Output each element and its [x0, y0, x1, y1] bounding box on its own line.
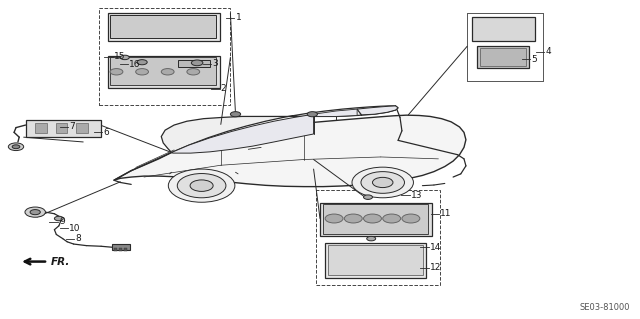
Polygon shape	[161, 106, 398, 152]
Circle shape	[161, 69, 174, 75]
Text: 9: 9	[59, 217, 65, 226]
Text: 6: 6	[104, 128, 109, 137]
Text: 7: 7	[69, 122, 75, 131]
Text: 16: 16	[129, 60, 141, 69]
Circle shape	[364, 214, 381, 223]
Text: 14: 14	[430, 243, 442, 252]
Text: 8: 8	[76, 234, 81, 243]
Bar	[110, 57, 216, 85]
Circle shape	[8, 143, 24, 151]
Polygon shape	[314, 109, 357, 116]
Text: SE03-81000: SE03-81000	[580, 303, 630, 312]
Text: 1: 1	[236, 13, 241, 22]
Circle shape	[230, 112, 241, 117]
Text: 4: 4	[545, 47, 551, 56]
Circle shape	[137, 60, 147, 65]
Bar	[114, 248, 117, 251]
Polygon shape	[172, 114, 314, 153]
Circle shape	[307, 112, 317, 117]
Circle shape	[120, 55, 129, 60]
Bar	[119, 248, 122, 251]
Circle shape	[177, 174, 226, 198]
Circle shape	[372, 177, 393, 188]
Bar	[328, 245, 423, 275]
Circle shape	[168, 169, 235, 202]
Bar	[108, 13, 220, 41]
Text: 15: 15	[114, 52, 125, 61]
Polygon shape	[114, 115, 466, 187]
Circle shape	[136, 69, 148, 75]
Circle shape	[361, 172, 404, 193]
Bar	[110, 15, 216, 38]
Text: 10: 10	[69, 224, 81, 233]
Bar	[178, 60, 210, 67]
Text: 13: 13	[411, 191, 422, 200]
Circle shape	[187, 69, 200, 75]
Text: 3: 3	[212, 59, 218, 68]
Circle shape	[191, 60, 203, 66]
Bar	[56, 123, 67, 133]
Text: FR.: FR.	[51, 256, 70, 267]
Circle shape	[25, 207, 45, 217]
Polygon shape	[357, 106, 398, 115]
Circle shape	[383, 214, 401, 223]
Circle shape	[352, 167, 413, 198]
Bar	[35, 123, 47, 133]
Bar	[477, 46, 529, 68]
Circle shape	[54, 216, 63, 221]
Bar	[112, 244, 130, 250]
Bar	[316, 190, 440, 285]
Bar	[325, 243, 426, 278]
Circle shape	[325, 214, 343, 223]
Circle shape	[344, 214, 362, 223]
Bar	[323, 204, 428, 234]
Circle shape	[30, 210, 40, 215]
Bar	[26, 120, 101, 137]
Text: 12: 12	[430, 263, 442, 272]
Bar	[472, 17, 535, 41]
Circle shape	[402, 214, 420, 223]
Circle shape	[364, 195, 372, 199]
Bar	[99, 8, 230, 105]
Circle shape	[110, 69, 123, 75]
Text: 5: 5	[531, 55, 537, 63]
Bar	[108, 56, 220, 88]
Circle shape	[367, 236, 376, 241]
Bar	[76, 123, 88, 133]
Circle shape	[190, 180, 213, 191]
Bar	[124, 248, 127, 251]
Text: 11: 11	[440, 209, 452, 218]
Bar	[320, 203, 432, 236]
Bar	[480, 48, 526, 66]
Circle shape	[12, 145, 20, 149]
Text: 2: 2	[221, 84, 227, 93]
